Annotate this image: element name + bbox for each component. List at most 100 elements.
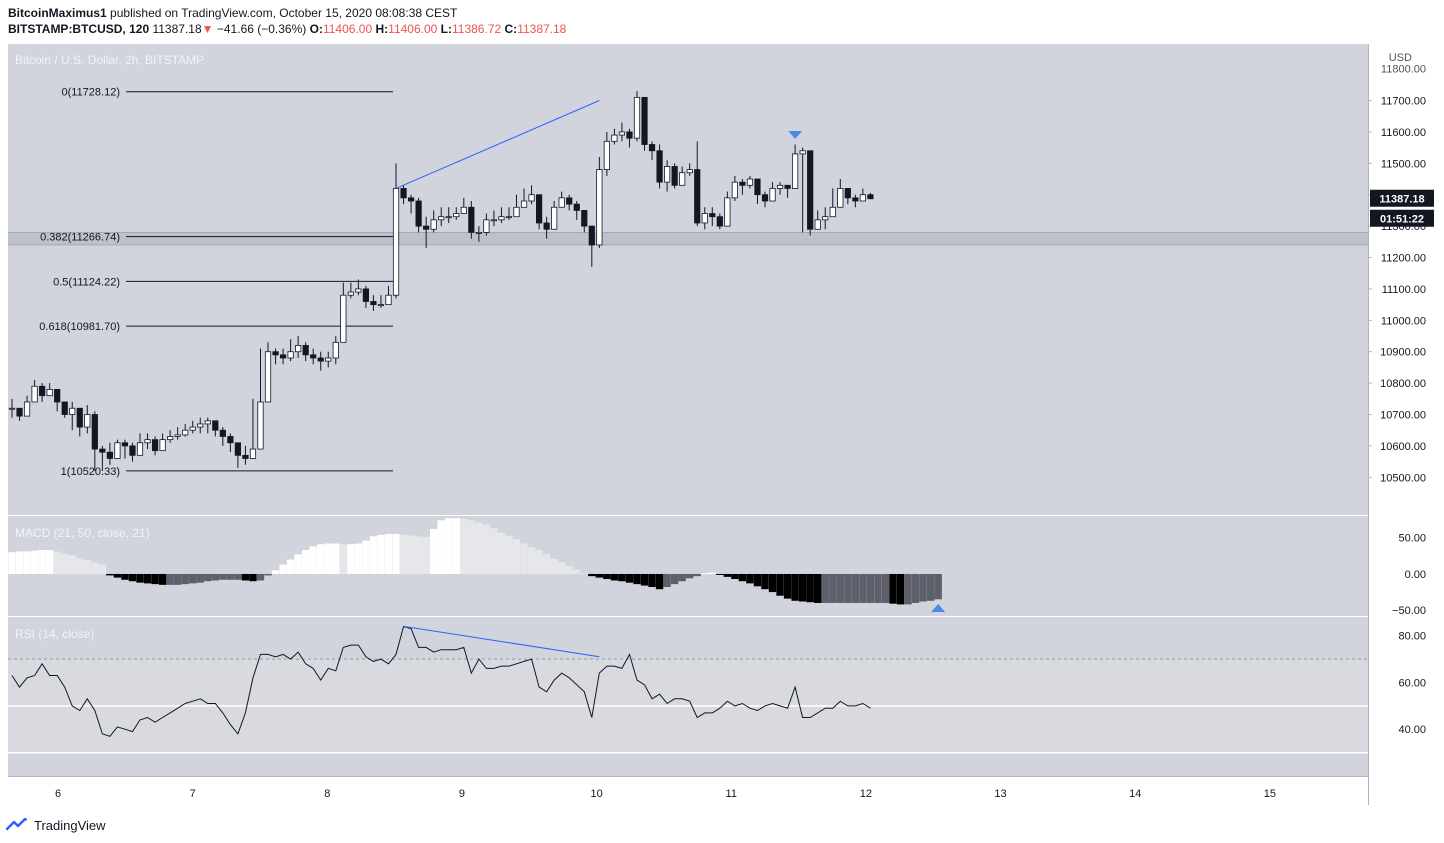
support-zone xyxy=(8,232,1368,245)
candle-up xyxy=(287,351,294,359)
candle-down xyxy=(39,385,46,397)
macd-bar xyxy=(520,543,528,574)
macd-bar xyxy=(204,573,212,582)
candle-up xyxy=(264,351,272,403)
macd-bar xyxy=(512,539,521,574)
candle-up xyxy=(189,426,196,431)
candle-up xyxy=(438,216,445,221)
macd-bar xyxy=(189,573,197,584)
macd-bar xyxy=(573,569,581,574)
candle-down xyxy=(310,354,317,359)
tradingview-branding[interactable]: TradingView xyxy=(6,816,106,834)
macd-bar xyxy=(264,573,272,576)
down-arrow-icon: ▼ xyxy=(201,22,214,36)
macd-bar xyxy=(904,573,912,605)
macd-bar xyxy=(475,522,483,574)
candle-down xyxy=(807,150,814,230)
candle-up xyxy=(551,206,558,230)
macd-bar xyxy=(595,573,604,578)
candle-down xyxy=(844,188,851,199)
candle-up xyxy=(701,213,708,224)
macd-bar xyxy=(166,573,174,585)
candle-down xyxy=(227,436,234,444)
low-label: L: xyxy=(440,22,452,36)
macd-bar xyxy=(377,534,385,574)
macd-bar xyxy=(151,573,159,585)
macd-bar xyxy=(610,573,619,581)
open-value: 11406.00 xyxy=(322,22,373,36)
candle-up xyxy=(513,206,520,218)
candle-down xyxy=(370,301,377,306)
price-axis-label: 11700.00 xyxy=(1381,96,1426,108)
candle-down xyxy=(641,96,648,145)
macd-axis-label: 0.00 xyxy=(1405,569,1426,581)
fib-level-label: 0.618(10981.70) xyxy=(39,321,120,333)
candle-down xyxy=(423,225,430,230)
price-axis-unit: USD xyxy=(1389,52,1412,64)
candle-up xyxy=(618,131,626,136)
macd-bar xyxy=(460,518,468,574)
macd-bar xyxy=(678,573,686,582)
publish-info: BitcoinMaximus1 published on TradingView… xyxy=(8,6,457,20)
candle-down xyxy=(242,454,249,459)
candle-up xyxy=(445,216,452,219)
candle-up xyxy=(724,197,731,227)
macd-bar xyxy=(633,573,641,585)
macd-bar xyxy=(324,543,332,574)
candle-down xyxy=(212,420,219,431)
last-price-box xyxy=(1370,189,1434,207)
macd-bar xyxy=(106,573,114,576)
candle-down xyxy=(468,206,475,233)
macd-bar xyxy=(76,558,84,574)
candle-up xyxy=(769,188,776,202)
macd-bar xyxy=(482,524,491,574)
candle-down xyxy=(543,222,550,230)
macd-bar xyxy=(926,573,935,601)
macd-bar xyxy=(445,518,453,574)
macd-bar xyxy=(738,573,747,582)
price-trendline xyxy=(395,100,600,189)
candle-up xyxy=(340,294,347,343)
time-axis-label: 13 xyxy=(994,788,1006,800)
candle-up xyxy=(475,231,482,234)
macd-bar xyxy=(889,573,897,604)
time-axis-label: 9 xyxy=(459,788,465,800)
candle-down xyxy=(121,442,129,447)
candle-up xyxy=(430,219,437,230)
macd-bar xyxy=(851,573,860,603)
candle-down xyxy=(694,169,701,224)
macd-bar xyxy=(701,573,709,575)
price-axis-label: 10700.00 xyxy=(1380,410,1426,422)
fib-level-label: 0.5(11124.22) xyxy=(53,276,120,288)
candle-up xyxy=(829,206,836,218)
rsi-line xyxy=(11,625,871,737)
time-axis-label: 6 xyxy=(55,788,61,800)
macd-bar xyxy=(226,573,235,580)
candle-up xyxy=(257,401,264,450)
price-axis-label: 11000.00 xyxy=(1381,315,1426,327)
candle-down xyxy=(573,203,580,211)
candle-up xyxy=(792,153,799,189)
candle-down xyxy=(716,216,723,227)
publish-text: published on TradingView.com, October 15… xyxy=(110,6,458,20)
price-panel-title: Bitcoin / U.S. Dollar, 2h, BITSTAMP xyxy=(15,53,204,67)
macd-bar xyxy=(821,573,829,603)
price-axis-label: 11800.00 xyxy=(1381,63,1426,75)
candle-up xyxy=(837,188,844,208)
macd-bar xyxy=(354,543,363,574)
candle-down xyxy=(754,178,761,196)
candle-down xyxy=(16,407,23,417)
candle-up xyxy=(355,288,362,293)
candle-up xyxy=(197,423,204,428)
candle-up xyxy=(679,172,686,186)
candle-down xyxy=(761,194,769,202)
macd-bar xyxy=(256,573,265,581)
candle-down xyxy=(739,181,746,186)
macd-bar xyxy=(113,573,122,578)
publisher-name[interactable]: BitcoinMaximus1 xyxy=(8,6,107,20)
macd-bar xyxy=(776,573,784,596)
price-axis-label: 11100.00 xyxy=(1382,284,1426,296)
candle-up xyxy=(332,341,339,359)
macd-bar xyxy=(121,573,129,580)
